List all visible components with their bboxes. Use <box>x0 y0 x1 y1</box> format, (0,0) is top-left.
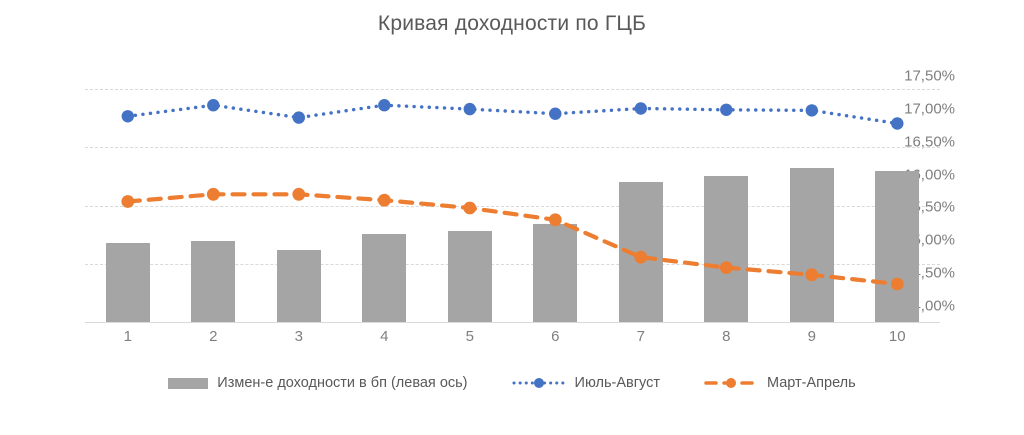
x-axis-tick-label: 9 <box>807 328 816 345</box>
axis-baseline <box>85 322 940 323</box>
x-axis-tick-label: 4 <box>380 328 389 345</box>
legend-item-orange[interactable]: Март-Апрель <box>704 376 856 391</box>
bar <box>191 241 236 322</box>
bar <box>276 249 321 322</box>
bar <box>447 230 492 322</box>
x-axis-tick-label: 6 <box>551 328 560 345</box>
legend-item-blue[interactable]: Июль-Август <box>512 376 660 391</box>
legend-label-blue: Июль-Август <box>574 375 660 391</box>
bar <box>533 223 578 322</box>
x-axis-tick-label: 10 <box>888 328 906 345</box>
right-axis-tick-label: 17,00% <box>904 100 955 118</box>
x-axis-tick-label: 1 <box>123 328 132 345</box>
chart-title: Кривая доходности по ГЦБ <box>377 12 647 35</box>
bar <box>875 171 920 322</box>
gridline <box>85 89 940 91</box>
legend-label-orange: Март-Апрель <box>766 375 856 391</box>
x-axis-tick-label: 3 <box>294 328 303 345</box>
legend-label-bars: Измен-е доходности в бп (левая ось) <box>217 375 468 391</box>
dotted-line-marker-icon <box>512 376 566 390</box>
dashed-line-marker-icon <box>704 376 758 390</box>
x-axis-tick-label: 2 <box>209 328 218 345</box>
bar <box>362 234 407 322</box>
x-axis-tick-label: 5 <box>465 328 474 345</box>
bar <box>704 175 749 322</box>
right-axis-tick-label: 16,50% <box>904 133 955 151</box>
chart-legend: Измен-е доходности в бп (левая ось) Июль… <box>0 376 1024 391</box>
legend-item-bars[interactable]: Измен-е доходности в бп (левая ось) <box>168 375 468 391</box>
bar <box>105 242 150 322</box>
bar-swatch-icon <box>168 377 209 389</box>
plot-area <box>85 60 940 323</box>
x-axis-tick-label: 8 <box>722 328 731 345</box>
gridline <box>85 147 940 149</box>
right-axis-tick-label: 17,50% <box>904 67 955 85</box>
bar <box>789 167 834 322</box>
bar <box>618 182 663 322</box>
x-axis-tick-label: 7 <box>636 328 645 345</box>
